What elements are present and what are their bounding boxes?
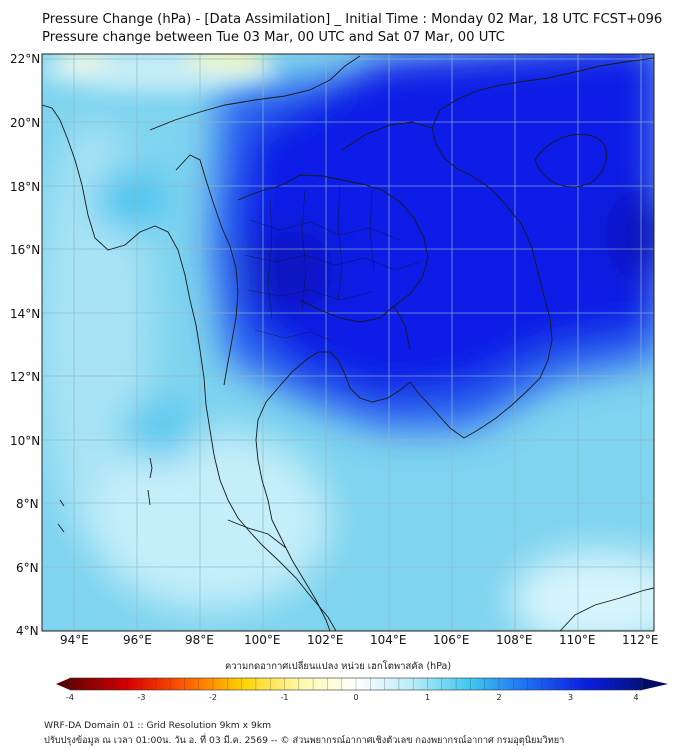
lon-label: 110°E: [559, 633, 596, 647]
lon-label: 108°E: [496, 633, 533, 647]
field-strong-fall: [235, 54, 654, 400]
lat-label: 8°N: [16, 497, 39, 511]
field-deep-core: [245, 230, 335, 310]
border-laos-vietnam: [341, 121, 433, 151]
island-nicobar: [57, 499, 65, 533]
border-china: [149, 55, 361, 131]
lon-label: 94°E: [60, 633, 89, 647]
coast-malay-east: [271, 519, 331, 631]
map-subtitle: Pressure change between Tue 03 Mar, 00 U…: [42, 30, 505, 45]
lat-label: 14°N: [10, 307, 41, 321]
colorbar-title: ความกดอากาศเปลี่ยนแปลง หน่วย เฮกโตพาสคัล…: [224, 661, 452, 672]
map-title: Pressure Change (hPa) - [Data Assimilati…: [42, 12, 663, 27]
colorbar-tick-label: 4: [633, 693, 639, 702]
colorbar-tick-label: 3: [567, 693, 574, 702]
border-thailand-cambodia: [299, 299, 411, 351]
lat-label: 20°N: [10, 116, 41, 130]
border-malaysia: [227, 519, 287, 549]
field-rise-halo: [42, 54, 280, 92]
graticule: [42, 54, 654, 631]
colorbar-tick-label: 1: [424, 693, 431, 702]
footer-model-info: WRF-DA Domain 01 :: Grid Resolution 9km …: [44, 720, 272, 731]
coast-hainan: [534, 133, 607, 188]
lon-label: 104°E: [370, 633, 407, 647]
map-frame: [41, 53, 655, 632]
lat-label: 12°N: [10, 370, 41, 384]
lat-label: 4°N: [16, 624, 39, 638]
lat-label: 10°N: [10, 434, 41, 448]
lon-label: 96°E: [123, 633, 152, 647]
lon-label: 98°E: [185, 633, 214, 647]
coast-gulf-thailand: [255, 351, 411, 521]
field-mid-sw: [120, 400, 200, 460]
field-mid-west: [95, 170, 165, 230]
colorbar-arrow-left: [56, 678, 70, 690]
border-thailand-laos: [237, 174, 429, 307]
border-thailand-myanmar: [175, 154, 239, 386]
colorbar-tick-label: -3: [137, 693, 146, 702]
footer-update-info: ปรับปรุงข้อมูล ณ เวลา 01:00น. วัน อ. ที่…: [44, 735, 565, 746]
lat-label: 16°N: [10, 243, 41, 257]
colorbar-tick-label: -4: [66, 693, 74, 702]
lon-label: 102°E: [307, 633, 344, 647]
field-light-se: [510, 550, 654, 631]
colorbar-tick-label: 2: [496, 693, 502, 702]
colorbar-tick-label: -1: [280, 693, 289, 702]
coast-myanmar-west: [42, 104, 337, 631]
island-andaman: [147, 457, 153, 506]
lat-label: 22°N: [10, 52, 41, 66]
colorbar-tick-label: 0: [353, 693, 359, 702]
province-boundaries: [244, 184, 421, 341]
colorbar: [56, 677, 668, 691]
field-light-south: [90, 430, 330, 610]
coastline-layer: [42, 55, 654, 631]
lon-label: 112°E: [622, 633, 659, 647]
lat-label: 18°N: [10, 180, 41, 194]
coast-borneo: [559, 587, 654, 631]
colorbar-tick-label: -2: [209, 693, 217, 702]
lat-label: 6°N: [16, 561, 39, 575]
colorbar-arrow-right: [642, 678, 668, 690]
lon-label: 100°E: [244, 633, 281, 647]
coast-cambodia-vietnam: [409, 57, 654, 439]
field-deep-east: [605, 190, 654, 280]
lon-label: 106°E: [433, 633, 470, 647]
